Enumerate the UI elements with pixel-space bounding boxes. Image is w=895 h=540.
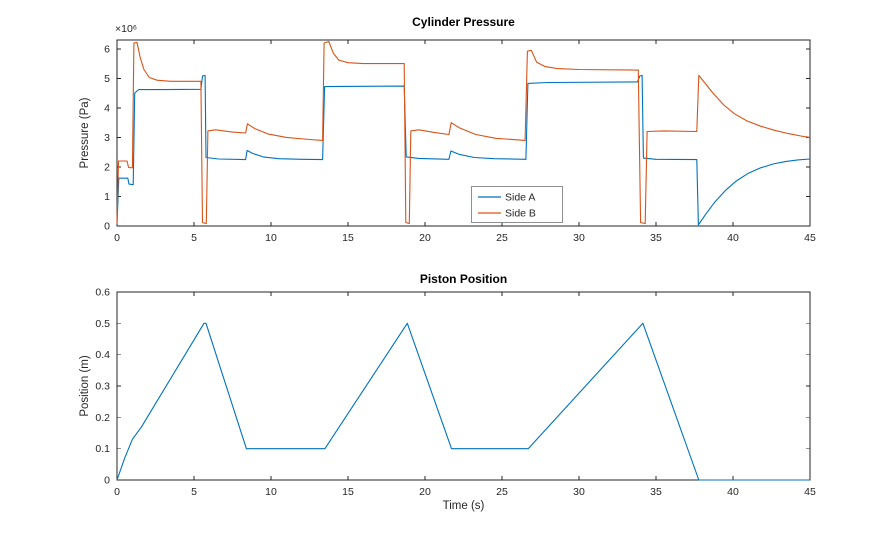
position-chart-ylabel: Position (m) xyxy=(79,355,91,417)
pressure-chart-x-tick-label: 15 xyxy=(342,232,354,244)
pressure-chart-axes-box xyxy=(116,39,811,227)
pressure-chart-ylabel: Pressure (Pa) xyxy=(79,97,91,168)
pressure-chart-x-tick-label: 25 xyxy=(496,232,508,244)
pressure-chart-x-tick-label: 45 xyxy=(804,232,816,244)
position-chart-x-tick-label: 25 xyxy=(496,486,508,498)
position-chart-y-tick-label: 0.6 xyxy=(95,287,110,299)
pressure-chart-x-tick-label: 5 xyxy=(191,232,197,244)
position-chart-x-tick-label: 40 xyxy=(727,486,739,498)
pressure-chart-y-tick-label: 3 xyxy=(104,132,110,144)
pressure-chart-y-tick-label: 6 xyxy=(104,43,110,55)
pressure-chart-y-tick-label: 0 xyxy=(104,221,110,233)
pressure-chart-x-tick-label: 0 xyxy=(114,232,120,244)
pressure-chart-y-tick-label: 4 xyxy=(104,102,110,114)
pressure-chart-y-tick-label: 5 xyxy=(104,73,110,85)
pressure-chart-x-tick-label: 30 xyxy=(573,232,585,244)
position-chart-y-tick-label: 0.2 xyxy=(95,412,110,424)
pressure-chart-y-tick-label: 1 xyxy=(104,191,110,203)
position-chart-x-tick-label: 0 xyxy=(114,486,120,498)
position-chart: 0 5 10 15 20 25 30 35 40 45 0 0.1 0.2 0.3 0.4 0.5 0.6 Pis… xyxy=(79,272,816,512)
pressure-chart-legend: Side A Side B xyxy=(471,186,563,223)
position-chart-position-line xyxy=(116,322,810,481)
legend-label: Side B xyxy=(505,208,536,220)
position-chart-x-tick-label: 45 xyxy=(804,486,816,498)
position-chart-plot-area xyxy=(117,292,810,480)
position-chart-x-tick-label: 15 xyxy=(342,486,354,498)
pressure-chart-x-tick-label: 40 xyxy=(727,232,739,244)
position-chart-y-tick-label: 0.4 xyxy=(95,349,110,361)
legend-box xyxy=(471,186,563,223)
position-chart-y-tick-label: 0.1 xyxy=(95,443,110,455)
position-chart-y-tick-label: 0 xyxy=(104,475,110,487)
position-chart-x-tick-label: 35 xyxy=(650,486,662,498)
position-chart-xlabel: Time (s) xyxy=(443,500,485,512)
legend-label: Side A xyxy=(505,192,535,204)
position-chart-title: Piston Position xyxy=(420,272,507,286)
pressure-chart-y-tick-label: 2 xyxy=(104,161,110,173)
position-chart-x-tick-label: 10 xyxy=(265,486,277,498)
position-chart-x-tick-label: 30 xyxy=(573,486,585,498)
position-chart-x-tick-label: 20 xyxy=(419,486,431,498)
position-chart-axes-box xyxy=(116,291,811,481)
pressure-chart-plot-area xyxy=(117,40,810,226)
pressure-chart-x-tick-label: 10 xyxy=(265,232,277,244)
position-chart-y-tick-label: 0.3 xyxy=(95,381,110,393)
pressure-chart-x-tick-label: 20 xyxy=(419,232,431,244)
position-chart-x-tick-label: 5 xyxy=(191,486,197,498)
pressure-chart-title: Cylinder Pressure xyxy=(412,15,515,29)
pressure-chart-x-tick-label: 35 xyxy=(650,232,662,244)
pressure-chart-side-b-line xyxy=(116,40,811,225)
position-chart-y-tick-label: 0.5 xyxy=(95,318,110,330)
pressure-chart-y-scale-label: ×10⁶ xyxy=(115,23,137,35)
